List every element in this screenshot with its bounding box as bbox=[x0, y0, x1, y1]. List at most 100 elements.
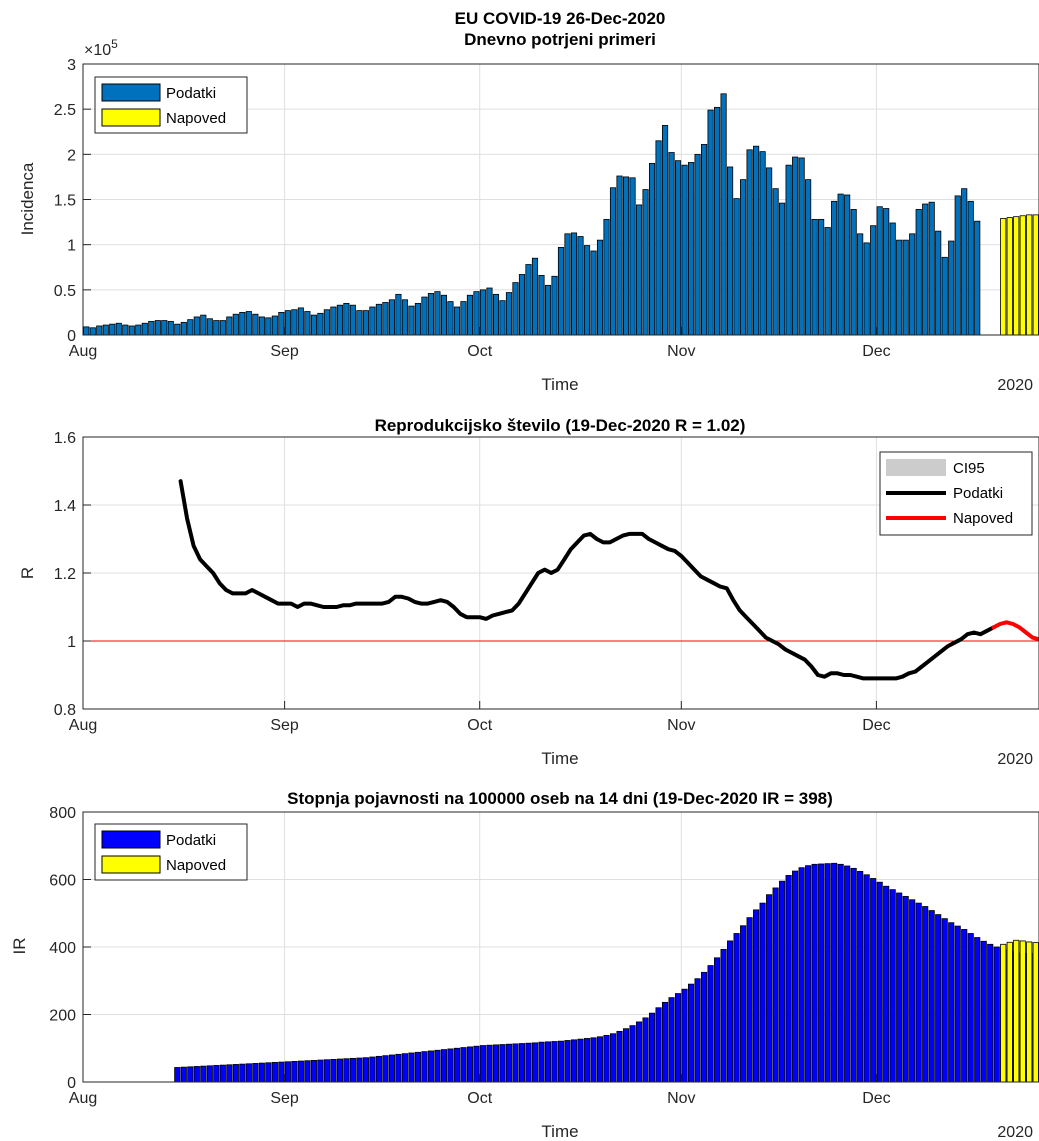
year-label: 2020 bbox=[997, 1124, 1033, 1141]
data-bar bbox=[200, 1065, 207, 1083]
data-bar bbox=[193, 1066, 200, 1083]
data-bar bbox=[850, 867, 857, 1083]
data-bar bbox=[343, 302, 350, 336]
data-bar bbox=[343, 1058, 350, 1083]
data-bar bbox=[902, 239, 909, 336]
data-bar bbox=[870, 878, 877, 1083]
data-bar bbox=[967, 933, 974, 1083]
data-bar bbox=[824, 863, 831, 1083]
data-bar bbox=[733, 198, 740, 336]
data-bar bbox=[388, 299, 395, 336]
data-bar bbox=[297, 1060, 304, 1083]
data-line bbox=[178, 479, 996, 681]
data-bar bbox=[310, 314, 317, 336]
y-ticks: 0.8 1 1.2 1.4 1.6 bbox=[54, 430, 91, 719]
data-bar bbox=[278, 312, 285, 336]
data-bar bbox=[889, 889, 896, 1083]
data-bar bbox=[83, 326, 90, 336]
data-bar bbox=[557, 1040, 565, 1083]
year-label: 2020 bbox=[997, 751, 1033, 768]
forecast-bar bbox=[1000, 218, 1007, 336]
data-bar bbox=[635, 1021, 643, 1083]
data-bar bbox=[635, 204, 643, 336]
data-bar bbox=[525, 264, 532, 336]
data-bar bbox=[876, 206, 883, 336]
data-bar bbox=[122, 324, 129, 336]
forecast-bar bbox=[1032, 214, 1039, 336]
data-bar bbox=[219, 320, 226, 336]
y-tick-label: 2.5 bbox=[54, 102, 76, 119]
legend-label-data: Podatki bbox=[166, 832, 216, 849]
data-bar bbox=[759, 902, 766, 1083]
data-bar bbox=[727, 166, 734, 336]
forecast-bar bbox=[1019, 215, 1026, 336]
data-bar bbox=[531, 257, 539, 336]
data-bar bbox=[967, 200, 974, 336]
data-bar bbox=[375, 1055, 382, 1083]
data-bar bbox=[837, 863, 844, 1083]
data-bar bbox=[414, 302, 421, 336]
data-bar bbox=[141, 322, 148, 336]
x-tick-label: Dec bbox=[862, 717, 890, 734]
data-bar bbox=[896, 892, 903, 1083]
forecast-bar bbox=[1013, 939, 1020, 1083]
data-bar bbox=[648, 1012, 656, 1083]
data-bar bbox=[427, 1050, 434, 1083]
data-bar bbox=[772, 887, 779, 1083]
data-bar bbox=[89, 327, 96, 336]
data-bar bbox=[928, 201, 935, 336]
data-bar bbox=[310, 1060, 317, 1083]
data-bar bbox=[362, 310, 369, 336]
plot-area bbox=[83, 479, 1039, 681]
data-bar bbox=[850, 209, 857, 336]
data-bar bbox=[740, 179, 747, 336]
data-bar bbox=[252, 1063, 259, 1083]
data-bar bbox=[609, 187, 617, 336]
data-bar bbox=[577, 236, 584, 336]
data-bar bbox=[688, 162, 695, 336]
x-ticks: Aug Sep Oct Nov Dec bbox=[69, 327, 891, 360]
data-bar bbox=[831, 862, 838, 1083]
forecast-bar bbox=[1000, 943, 1007, 1083]
data-bar bbox=[499, 1044, 506, 1083]
data-bar bbox=[785, 164, 792, 336]
data-bar bbox=[531, 1042, 539, 1083]
data-bar bbox=[304, 1060, 311, 1083]
data-bar bbox=[408, 1052, 415, 1083]
data-bar bbox=[128, 325, 135, 336]
data-bar bbox=[603, 218, 610, 336]
panel-reproduction-number: Reprodukcijsko število (19-Dec-2020 R = … bbox=[18, 416, 1039, 768]
data-bar bbox=[792, 156, 799, 336]
data-bar bbox=[336, 1058, 343, 1083]
data-bar bbox=[330, 306, 337, 336]
year-label: 2020 bbox=[997, 377, 1033, 394]
data-bar bbox=[174, 323, 181, 336]
data-bar bbox=[284, 1061, 291, 1083]
data-bar bbox=[974, 220, 981, 336]
data-bar bbox=[616, 1030, 623, 1083]
data-bar bbox=[766, 894, 773, 1083]
y-tick-label: 0.8 bbox=[54, 702, 76, 719]
data-bar bbox=[538, 1041, 545, 1083]
data-bar bbox=[720, 948, 727, 1083]
data-bar bbox=[466, 1046, 474, 1083]
data-bar bbox=[974, 937, 981, 1083]
data-bar bbox=[330, 1058, 337, 1083]
data-bar bbox=[505, 292, 513, 336]
data-bar bbox=[453, 1047, 461, 1083]
data-bar bbox=[226, 1064, 233, 1083]
data-bar bbox=[655, 1007, 662, 1083]
data-bar bbox=[440, 294, 448, 336]
y-tick-label: 1.2 bbox=[54, 566, 76, 583]
x-axis-label: Time bbox=[541, 1122, 578, 1141]
data-bar bbox=[239, 1063, 246, 1083]
data-bar bbox=[193, 316, 200, 336]
data-bar bbox=[336, 304, 343, 336]
legend-label-forecast: Napoved bbox=[166, 110, 226, 127]
data-bar bbox=[200, 314, 207, 336]
data-bar bbox=[577, 1038, 584, 1083]
data-bar bbox=[753, 145, 760, 336]
data-bar bbox=[297, 307, 304, 336]
data-bar bbox=[271, 315, 278, 336]
data-bar bbox=[245, 311, 252, 336]
